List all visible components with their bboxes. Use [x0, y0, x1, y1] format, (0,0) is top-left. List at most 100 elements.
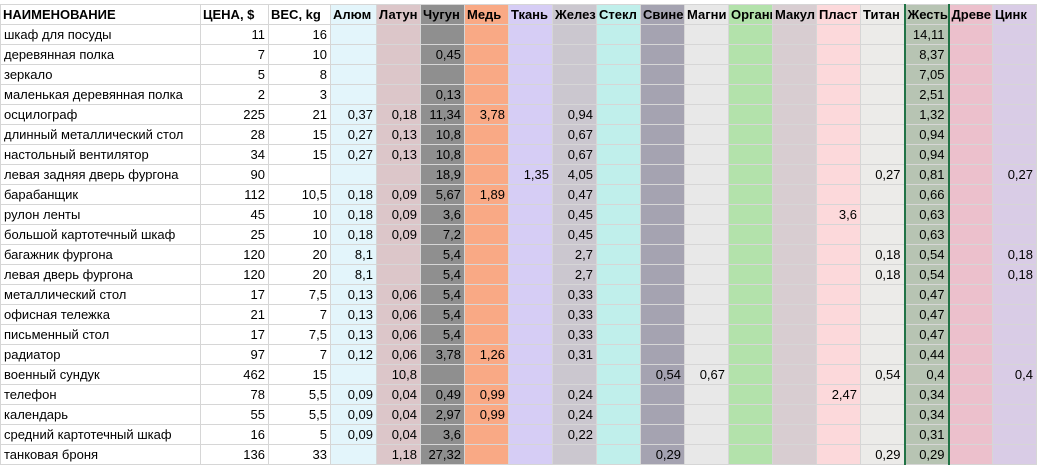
- cell: 0,67: [552, 144, 597, 165]
- cell: [816, 64, 861, 85]
- cell: 8: [268, 64, 331, 85]
- cell: 0,67: [552, 124, 597, 145]
- cell: [508, 124, 553, 145]
- column-header: Медь: [464, 4, 509, 25]
- cell: [684, 164, 729, 185]
- cell: [464, 284, 509, 305]
- cell: [508, 284, 553, 305]
- cell: 7: [268, 344, 331, 365]
- cell: [948, 104, 993, 125]
- cell: 136: [200, 444, 269, 465]
- cell: 0,54: [903, 264, 950, 285]
- cell: 0,63: [903, 224, 950, 245]
- cell: 0,06: [376, 284, 421, 305]
- cell: [948, 84, 993, 105]
- item-name: офисная тележка: [0, 304, 201, 325]
- item-name: шкаф для посуды: [0, 24, 201, 45]
- cell: [508, 104, 553, 125]
- cell: [992, 404, 1037, 425]
- cell: [948, 144, 993, 165]
- cell: 0,4: [903, 364, 950, 385]
- cell: [508, 64, 553, 85]
- cell: 0,13: [376, 124, 421, 145]
- cell: 0,99: [464, 384, 509, 405]
- cell: [816, 84, 861, 105]
- header-row: НАИМЕНОВАНИЕ ЦЕНА, $ ВЕС, kg Алюм Латун Чугун…: [0, 4, 1037, 25]
- cell: [640, 164, 685, 185]
- cell: [728, 204, 773, 225]
- cell: [464, 304, 509, 325]
- column-header: Макул: [772, 4, 817, 25]
- cell: 225: [200, 104, 269, 125]
- cell: [376, 44, 421, 65]
- cell: [772, 424, 817, 445]
- cell: [376, 244, 421, 265]
- cell: [508, 244, 553, 265]
- cell: [330, 84, 377, 105]
- cell: [992, 444, 1037, 465]
- cell: [684, 324, 729, 345]
- cell: 0,33: [552, 324, 597, 345]
- cell: [640, 84, 685, 105]
- cell: [684, 44, 729, 65]
- cell: 20: [268, 264, 331, 285]
- cell: [948, 404, 993, 425]
- item-name: металлический стол: [0, 284, 201, 305]
- cell: [552, 24, 597, 45]
- data-row: танковая броня 136 33 1,18 27,32 0,29 0,29 0,29: [0, 444, 1037, 465]
- cell: 0,18: [330, 204, 377, 225]
- cell: 5,4: [420, 244, 465, 265]
- data-row: телефон 78 5,5 0,09 0,04 0,49 0,99 0,24 2,47 0,34: [0, 384, 1037, 405]
- cell: 16: [268, 24, 331, 45]
- cell: [728, 264, 773, 285]
- cell: 0,04: [376, 404, 421, 425]
- cell: [596, 124, 641, 145]
- cell: [508, 204, 553, 225]
- cell: 15: [268, 124, 331, 145]
- cell: 3,6: [420, 204, 465, 225]
- cell: 0,4: [992, 364, 1037, 385]
- cell: 10,8: [420, 124, 465, 145]
- cell: [816, 404, 861, 425]
- column-header: Желез: [552, 4, 597, 25]
- data-row: письменный стол 17 7,5 0,13 0,06 5,4 0,33 0,47: [0, 324, 1037, 345]
- cell: 0,34: [903, 404, 950, 425]
- cell: 10: [268, 224, 331, 245]
- cell: 20: [268, 244, 331, 265]
- column-header: Магни: [684, 4, 729, 25]
- cell: [948, 344, 993, 365]
- cell: [992, 144, 1037, 165]
- cell: 7: [200, 44, 269, 65]
- cell: 14,11: [903, 24, 950, 45]
- cell: 0,31: [903, 424, 950, 445]
- cell: [948, 264, 993, 285]
- cell: 0,47: [903, 324, 950, 345]
- cell: [508, 224, 553, 245]
- cell: [728, 84, 773, 105]
- column-header: Органи: [728, 4, 773, 25]
- cell: 11,34: [420, 104, 465, 125]
- column-header: Цинк: [992, 4, 1037, 25]
- cell: [816, 44, 861, 65]
- cell: 45: [200, 204, 269, 225]
- item-name: календарь: [0, 404, 201, 425]
- cell: [508, 84, 553, 105]
- cell: [816, 364, 861, 385]
- cell: [596, 364, 641, 385]
- cell: [684, 244, 729, 265]
- cell: 2,51: [903, 84, 950, 105]
- cell: [330, 24, 377, 45]
- column-header: Титан: [860, 4, 905, 25]
- cell: 15: [268, 364, 331, 385]
- cell: [772, 244, 817, 265]
- cell: [684, 304, 729, 325]
- cell: 0,94: [903, 144, 950, 165]
- cell: [816, 124, 861, 145]
- data-row: офисная тележка 21 7 0,13 0,06 5,4 0,33 0,47: [0, 304, 1037, 325]
- cell: 0,09: [376, 184, 421, 205]
- cell: [992, 324, 1037, 345]
- column-header: НАИМЕНОВАНИЕ: [0, 4, 201, 25]
- cell: 0,13: [330, 284, 377, 305]
- cell: [420, 64, 465, 85]
- cell: 55: [200, 404, 269, 425]
